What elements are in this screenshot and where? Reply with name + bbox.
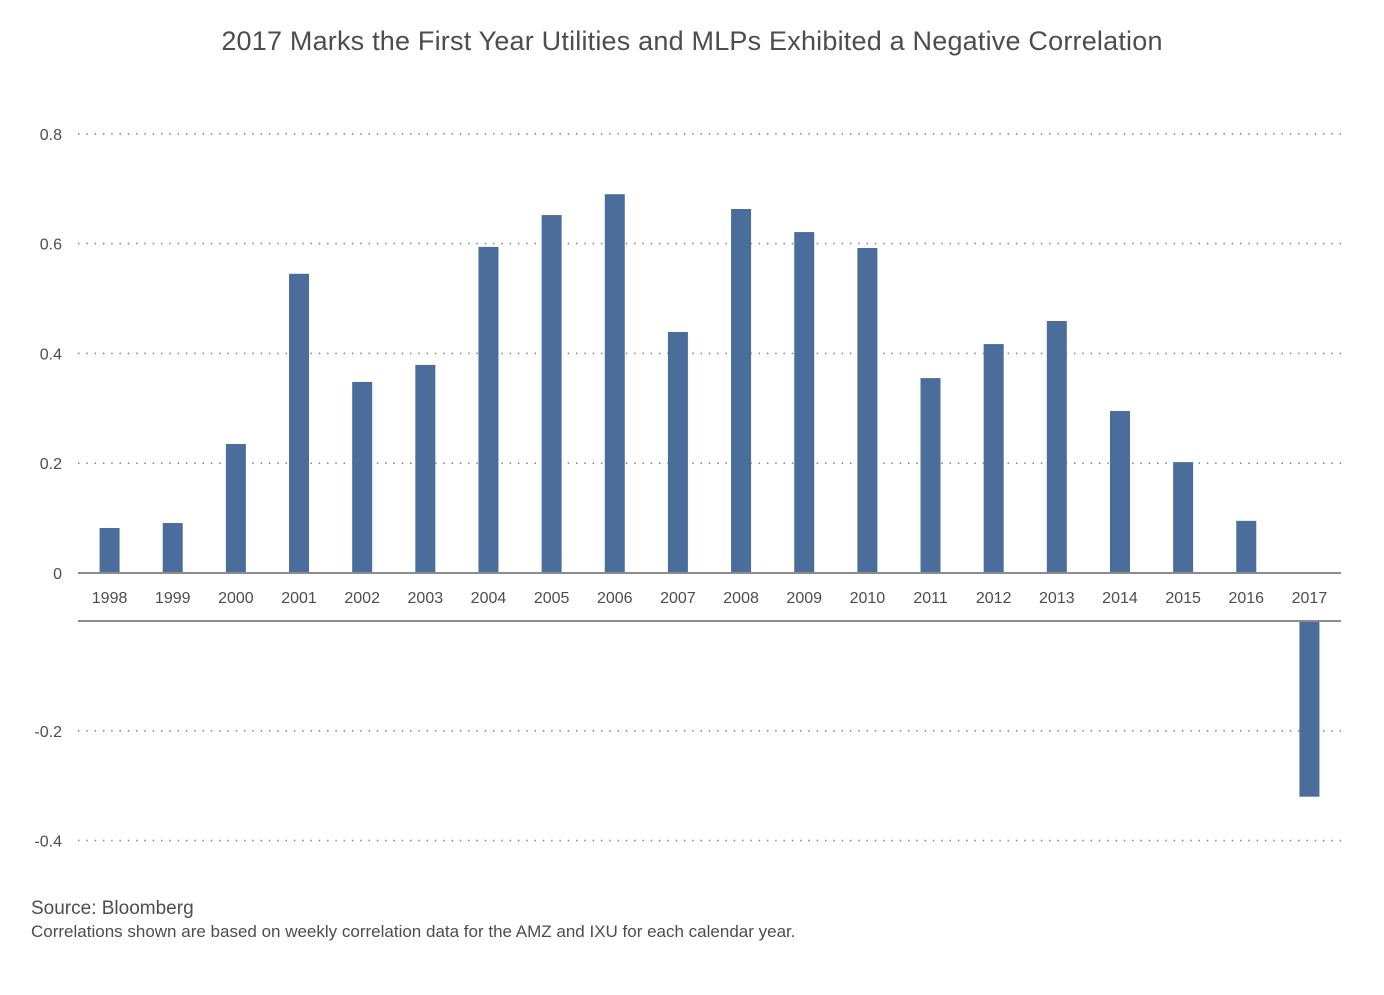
bar-2007 xyxy=(667,331,688,573)
footnote: Correlations shown are based on weekly c… xyxy=(31,922,796,941)
x-tick-label: 2007 xyxy=(660,590,696,607)
x-tick-label: 2013 xyxy=(1039,590,1075,607)
bar-2015 xyxy=(1173,462,1194,573)
chart-title: 2017 Marks the First Year Utilities and … xyxy=(221,26,1163,56)
x-tick-label: 2012 xyxy=(976,590,1012,607)
bar-2004 xyxy=(478,246,499,574)
x-tick-label: 2016 xyxy=(1228,590,1264,607)
y-tick-label: -0.4 xyxy=(34,834,62,851)
bar-1999 xyxy=(162,523,183,573)
x-tick-label: 2017 xyxy=(1292,590,1328,607)
x-tick-label: 1999 xyxy=(155,590,191,607)
x-tick-label: 2001 xyxy=(281,590,317,607)
y-tick-label: -0.2 xyxy=(34,724,62,741)
x-tick-label: 2006 xyxy=(597,590,633,607)
bar-2005 xyxy=(541,215,562,573)
x-tick-label: 2010 xyxy=(850,590,886,607)
y-tick-label: 0.6 xyxy=(40,237,62,254)
x-tick-label: 1998 xyxy=(92,590,128,607)
y-tick-labels: 0 0.2 0.4 0.6 0.8 -0.2 -0.4 xyxy=(34,127,62,851)
bar-2013 xyxy=(1046,321,1067,573)
x-tick-label: 2014 xyxy=(1102,590,1138,607)
bar-2017 xyxy=(1299,621,1320,797)
x-tick-label: 2008 xyxy=(723,590,759,607)
bar-2008 xyxy=(731,209,752,573)
axes xyxy=(78,572,1341,622)
bar-2006 xyxy=(604,194,625,573)
bar-2012 xyxy=(983,344,1004,573)
x-tick-label: 2002 xyxy=(344,590,380,607)
bar-1998 xyxy=(99,527,120,573)
x-tick-label: 2003 xyxy=(408,590,444,607)
bar-2009 xyxy=(794,232,815,574)
y-tick-label: 0 xyxy=(53,566,62,583)
bar-2016 xyxy=(1236,520,1257,573)
y-tick-label: 0.2 xyxy=(40,456,62,473)
bar-2011 xyxy=(920,378,941,573)
bar-2014 xyxy=(1109,411,1130,573)
bar-2001 xyxy=(289,273,310,573)
x-tick-label: 2011 xyxy=(913,590,948,607)
x-tick-label: 2000 xyxy=(218,590,254,607)
source-label: Source: Bloomberg xyxy=(31,898,194,919)
x-tick-labels: 1998 1999 2000 2001 2002 2003 2004 2005 2006 2007… xyxy=(92,590,1328,607)
y-tick-label: 0.4 xyxy=(40,346,62,363)
bar-2000 xyxy=(225,443,246,573)
x-tick-label: 2009 xyxy=(786,590,822,607)
x-tick-label: 2004 xyxy=(471,590,507,607)
x-tick-label: 2005 xyxy=(534,590,570,607)
gridlines xyxy=(78,133,1341,842)
bar-2010 xyxy=(857,247,878,573)
bars xyxy=(99,194,1320,797)
bar-2003 xyxy=(415,364,436,573)
y-tick-label: 0.8 xyxy=(40,127,62,144)
bar-2002 xyxy=(352,381,373,573)
x-tick-label: 2015 xyxy=(1165,590,1201,607)
